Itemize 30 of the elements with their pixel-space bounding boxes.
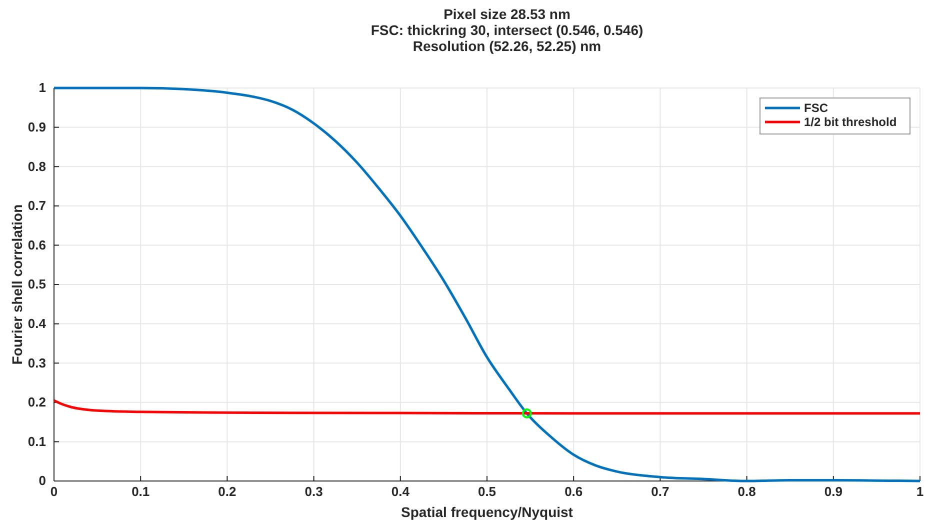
y-axis-title: Fourier shell correlation [9,204,25,365]
line-series [52,399,922,415]
x-tick-label: 0.6 [564,484,583,500]
x-axis-title: Spatial frequency/Nyquist [401,504,574,520]
legend-label: FSC [804,101,828,115]
y-tick-label: 1 [38,80,46,96]
y-tick-label: 0.6 [28,237,46,252]
x-tick-label: 0.1 [132,484,150,500]
x-tick-label: 1 [916,484,924,500]
chart-subtitle: FSC: thickring 30, intersect (0.546, 0.546) Resolution (52.26, 52.25) nm [370,22,644,54]
chart-title: Pixel size 28.53 nm [444,6,570,22]
x-tick-label: 0.7 [651,484,670,500]
x-tick-label: 0.8 [738,484,756,500]
x-tick-label: 0.9 [824,484,842,500]
y-tick-label: 0.4 [28,316,47,331]
x-tick-label: 0.4 [391,484,410,500]
y-tick-label: 0.7 [28,198,46,214]
x-tick-label: 0.5 [478,484,496,500]
y-tick-label: 0.3 [28,355,46,370]
y-tick-label: 0.2 [28,394,46,410]
x-tick-label: 0 [50,484,58,500]
line-series [52,86,922,482]
x-tick-label: 0.3 [304,484,323,500]
y-tick-label: 0.1 [28,434,46,449]
y-tick-label: 0 [38,473,46,488]
y-tick-label: 0.9 [28,119,46,134]
y-tick-label: 0.8 [28,158,46,174]
x-tick-label: 0.2 [218,484,236,500]
y-tick-label: 0.5 [28,276,46,292]
legend-label: 1/2 bit threshold [804,115,897,129]
